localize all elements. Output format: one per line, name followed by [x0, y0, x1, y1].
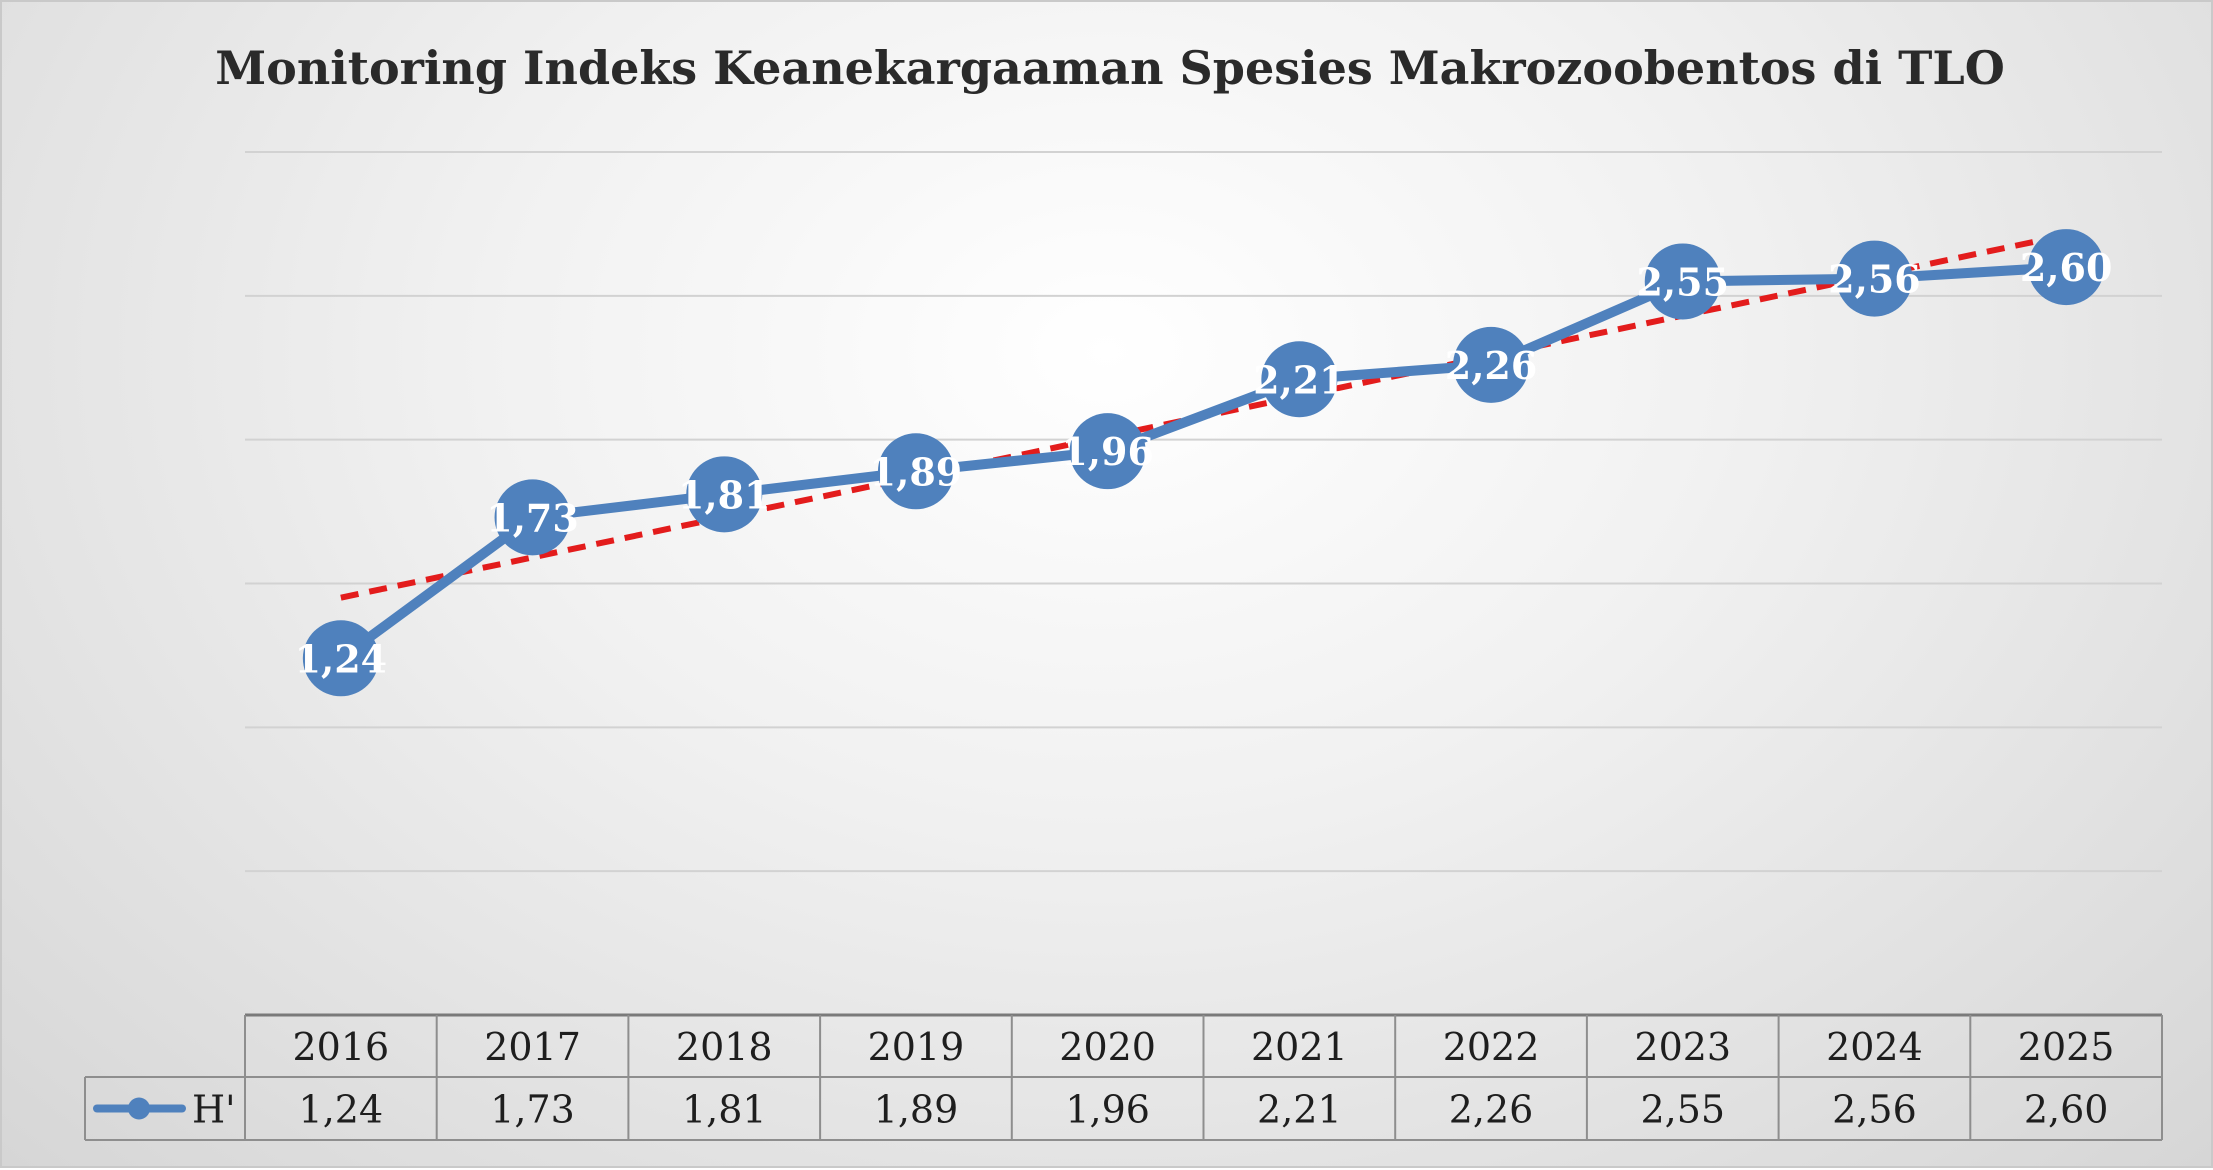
x-tick-label: 2021: [1251, 1025, 1348, 1069]
chart-title: Monitoring Indeks Keanekargaaman Spesies…: [215, 41, 2005, 95]
data-label: 1,81: [678, 472, 771, 517]
data-table: 2016 2017 2018 2019 2020 2021 2022 2023 2024 2025…: [84, 1013, 2163, 1141]
x-tick-label: 2022: [1443, 1025, 1540, 1069]
table-value: 2,55: [1640, 1088, 1725, 1132]
x-tick-label: 2024: [1826, 1025, 1923, 1069]
table-value: 2,56: [1832, 1088, 1917, 1132]
x-tick-label: 2018: [676, 1025, 773, 1069]
data-point: [494, 479, 571, 556]
table-value: 1,81: [682, 1088, 767, 1132]
data-label: 2,21: [1253, 357, 1346, 402]
data-point: [1644, 243, 1721, 320]
table-value: 2,60: [2024, 1088, 2109, 1132]
data-point: [1836, 240, 1913, 317]
data-label: 1,73: [486, 495, 579, 540]
data-label: 2,26: [1445, 343, 1538, 388]
gridlines: [245, 151, 2162, 873]
data-label: 1,24: [295, 636, 388, 681]
table-value: 2,26: [1449, 1088, 1534, 1132]
legend-marker-icon: [128, 1097, 150, 1120]
x-tick-label: 2020: [1059, 1025, 1156, 1069]
data-label: 1,96: [1061, 429, 1154, 474]
data-point: [686, 456, 763, 533]
series-group: 1,24 1,73 1,81 1,89 1,96 2,21 2,26 2,55 2,56 2,60: [295, 229, 2113, 697]
series-line: [335, 262, 2072, 664]
data-point: [302, 620, 379, 697]
legend-label: H': [192, 1088, 236, 1132]
x-tick-label: 2025: [2018, 1025, 2115, 1069]
x-tick-label: 2023: [1634, 1025, 1731, 1069]
data-point: [877, 433, 954, 510]
data-point: [1261, 341, 1338, 418]
x-tick-label: 2016: [292, 1025, 389, 1069]
data-point: [2028, 229, 2105, 306]
data-point: [1069, 413, 1146, 490]
data-label: 2,56: [1828, 257, 1921, 302]
x-tick-label: 2017: [484, 1025, 581, 1069]
table-value: 2,21: [1257, 1088, 1342, 1132]
x-tick-label: 2019: [868, 1025, 965, 1069]
data-label: 1,89: [870, 449, 963, 494]
data-label: 2,55: [1636, 259, 1729, 304]
data-point: [1453, 326, 1530, 403]
data-label: 2,60: [2020, 245, 2113, 290]
table-value: 1,89: [874, 1088, 959, 1132]
table-value: 1,24: [299, 1088, 384, 1132]
table-value: 1,73: [490, 1088, 575, 1132]
table-value: 1,96: [1065, 1088, 1150, 1132]
